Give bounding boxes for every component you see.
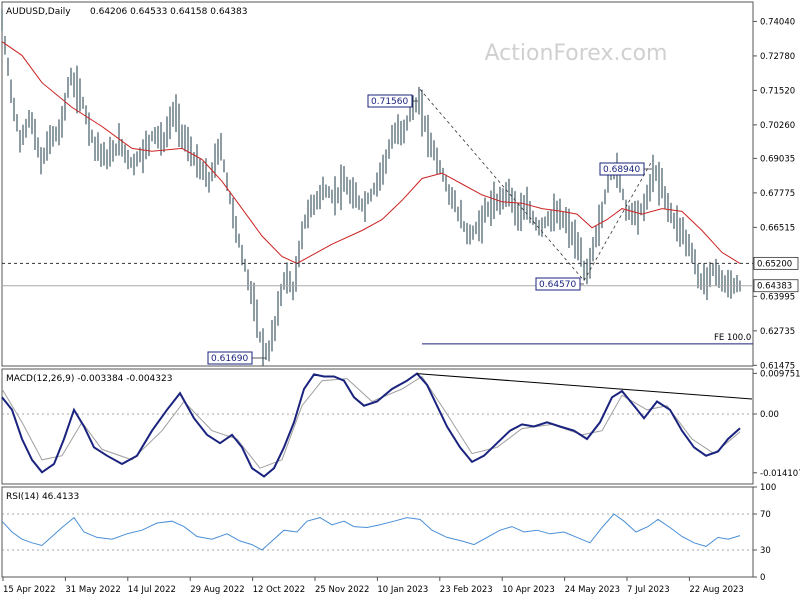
level-badge (753, 279, 799, 293)
price-tick-label: 0.69035 (760, 154, 795, 164)
watermark: ActionForex.com (485, 41, 668, 66)
macd-tick-label: -0.014107 (760, 469, 800, 479)
price-header-symbol: AUDUSD,Daily (6, 7, 71, 17)
x-tick-label: 29 Aug 2022 (190, 585, 244, 595)
macd-line (1, 372, 741, 478)
macd-layer: 0.009751 0.00 -0.014107 (1, 369, 800, 479)
rsi-tick-label: 70 (760, 510, 771, 520)
rsi-tick-label: 0 (760, 573, 765, 583)
price-layer: 0.74040 0.72780 0.71520 0.70260 0.69035 0.677… (1, 9, 799, 371)
x-tick-label: 22 Aug 2023 (689, 585, 743, 595)
price-tick-label: 0.62735 (760, 327, 795, 337)
x-tick-label: 7 Jul 2023 (627, 585, 670, 595)
wave-connector (583, 160, 653, 281)
fe-label: FE 100.0 (714, 333, 751, 343)
swing-label: 0.61690 (211, 354, 248, 364)
x-tick-label: 25 Nov 2022 (315, 585, 369, 595)
macd-tick-label: 0.009751 (760, 369, 800, 379)
x-tick-label: 12 Oct 2022 (253, 585, 306, 595)
x-tick-label: 31 May 2022 (65, 585, 120, 595)
level-badge (753, 256, 799, 270)
price-tick-label: 0.71520 (760, 86, 795, 96)
rsi-layer: 100 70 30 0 (1, 483, 776, 583)
price-tick-label: 0.61475 (760, 361, 795, 371)
price-tick-label: 0.74040 (760, 17, 795, 27)
price-tick-label: 0.63995 (760, 292, 795, 302)
x-tick-label: 14 Jul 2022 (128, 585, 176, 595)
axis-layer: 15 Apr 2022 31 May 2022 14 Jul 2022 29 Aug … (2, 577, 744, 595)
rsi-line (1, 513, 741, 551)
macd-panel-frame (1, 368, 754, 485)
swing-label: 0.68940 (603, 165, 640, 175)
price-tick-label: 0.67775 (760, 189, 795, 199)
swing-label: 0.71560 (371, 97, 408, 107)
swing-label: 0.64570 (539, 280, 576, 290)
x-tick-label: 24 May 2023 (565, 585, 620, 595)
price-tick-label: 0.66515 (760, 223, 795, 233)
x-tick-label: 10 Apr 2023 (502, 585, 555, 595)
price-header-values: 0.64206 0.64533 0.64158 0.64383 (90, 7, 247, 17)
level-badge-label: 0.64383 (757, 282, 792, 292)
macd-trendline (416, 373, 753, 400)
macd-tick-label: 0.00 (760, 410, 779, 420)
x-tick-label: 23 Feb 2023 (440, 585, 493, 595)
x-tick-label: 15 Apr 2022 (3, 585, 56, 595)
rsi-tick-label: 100 (760, 483, 776, 493)
rsi-panel-frame (1, 486, 754, 578)
rsi-tick-label: 30 (760, 546, 771, 556)
macd-header: MACD(12,26,9) -0.003384 -0.004323 (6, 374, 172, 384)
price-tick-label: 0.72780 (760, 52, 795, 62)
moving-average-line (1, 41, 741, 264)
x-tick-label: 10 Jan 2023 (377, 585, 428, 595)
price-tick-label: 0.70260 (760, 121, 795, 131)
level-badge-label: 0.65200 (757, 259, 792, 269)
rsi-header: RSI(14) 46.4133 (6, 492, 79, 502)
macd-signal-line (1, 375, 741, 469)
